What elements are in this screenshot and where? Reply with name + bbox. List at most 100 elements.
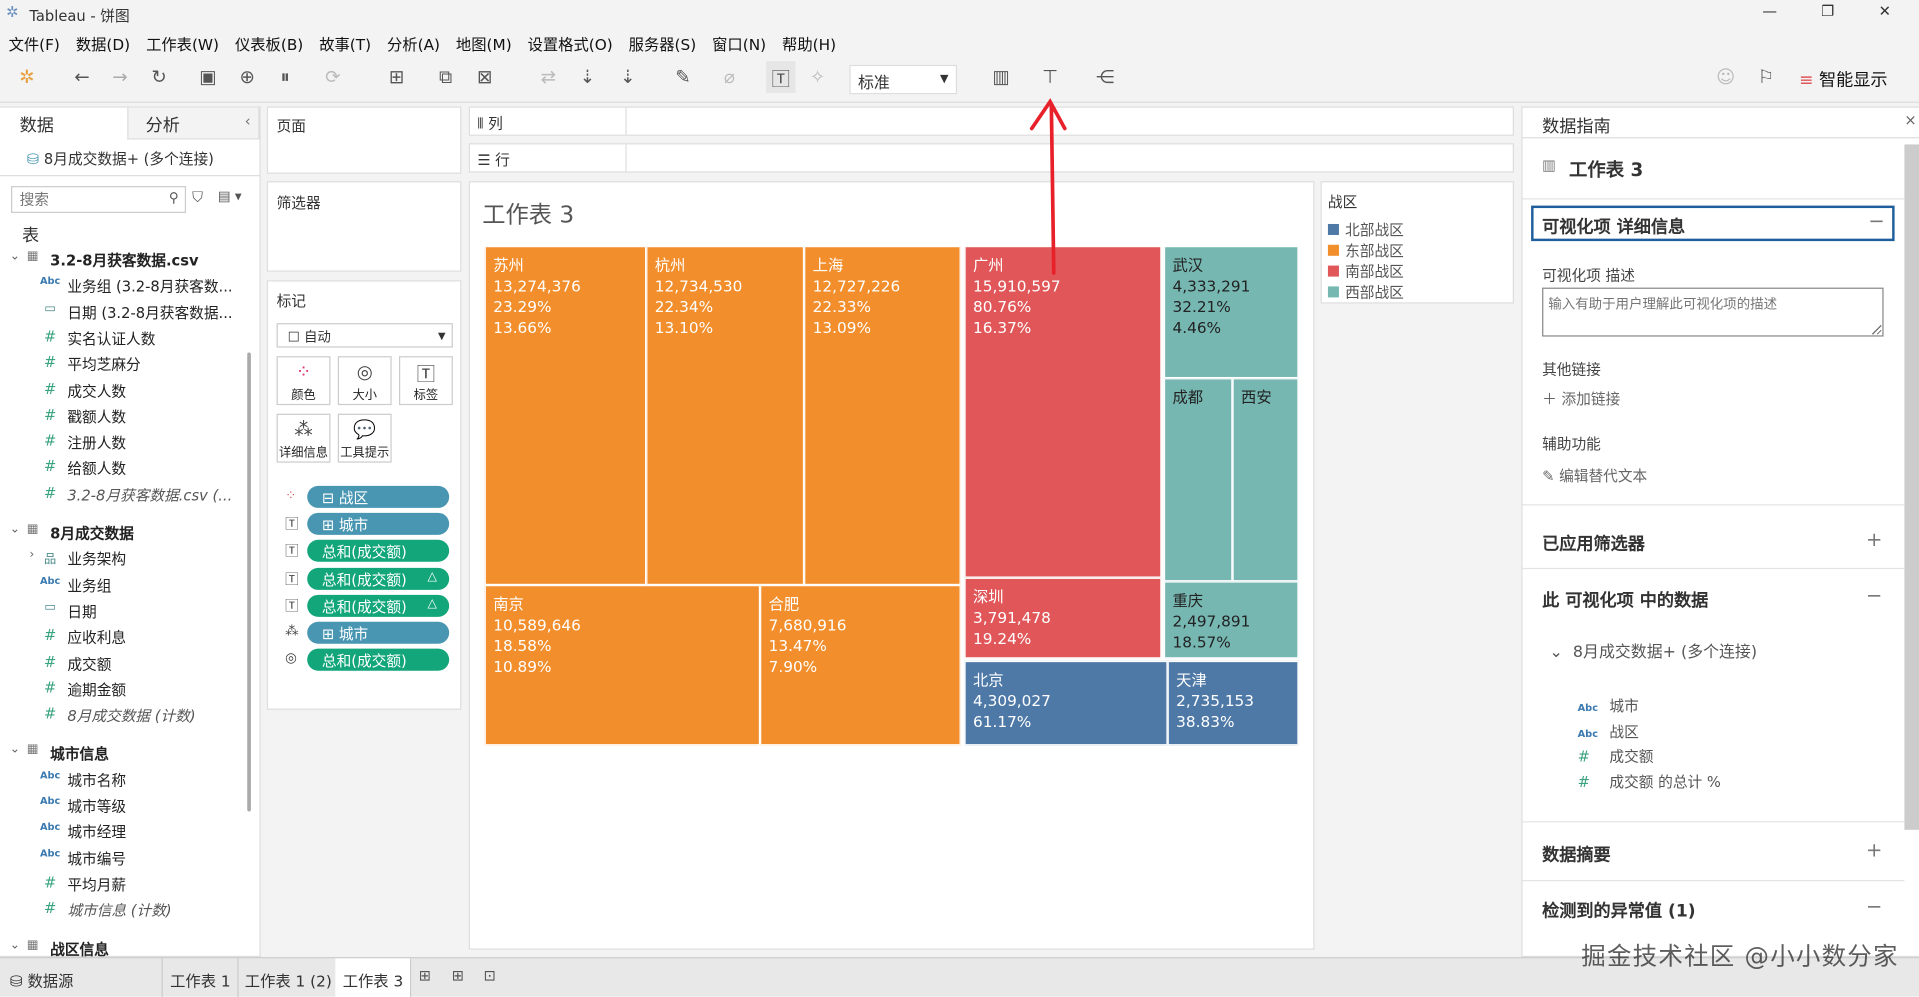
legend-item[interactable]: 南部战区 [1327, 261, 1404, 282]
tab-sheet-3[interactable]: 工作表 3 [335, 958, 412, 997]
minimize-button[interactable]: — [1762, 2, 1778, 20]
color-button[interactable]: ⁘ 颜色 [276, 356, 331, 406]
treemap-cell[interactable]: 深圳 3,791,478 19.24% [964, 577, 1162, 659]
treemap-cell[interactable]: 成都 [1163, 378, 1233, 582]
data-summary-heading[interactable]: 数据摘要 [1542, 845, 1611, 866]
duplicate-sheet-icon[interactable]: ⧉ [438, 66, 453, 89]
new-sheet-icon[interactable]: ⊞ [388, 66, 405, 89]
edit-alt-text-button[interactable]: ✎ 编辑替代文本 [1542, 467, 1648, 485]
treemap-cell[interactable]: 合肥 7,680,916 13.47% 7.90% [760, 585, 961, 746]
viz-details-section[interactable]: 可视化项 详细信息 − [1531, 205, 1895, 242]
pages-shelf[interactable]: 页面 [266, 106, 462, 174]
pin-icon[interactable]: ✧ [809, 66, 826, 89]
rows-shelf[interactable]: ☰ 行 [468, 143, 1514, 173]
treemap-cell[interactable]: 武汉 4,333,291 32.21% 4.46% [1163, 246, 1299, 379]
tab-analytics[interactable]: 分析 [127, 107, 260, 140]
sort-desc-icon[interactable]: ⇣ [620, 66, 636, 89]
refresh-icon[interactable]: ⟳ [325, 66, 341, 89]
treemap-cell[interactable]: 天津 2,735,153 38.83% [1167, 660, 1299, 746]
scrollbar[interactable] [247, 352, 251, 812]
tab-sheet-1-2[interactable]: 工作表 1 (2) [237, 958, 341, 997]
add-link-button[interactable]: ＋ 添加链接 [1542, 390, 1621, 408]
treemap-cell[interactable]: 上海 12,727,226 22.33% 13.09% [804, 246, 961, 586]
pause-update-icon[interactable]: ⏸ [280, 66, 290, 89]
new-worksheet-icon[interactable]: ⊞ [418, 966, 431, 985]
marks-pill[interactable]: 总和(成交额) △ [307, 567, 450, 590]
menu-item[interactable]: 地图(M) [455, 35, 512, 54]
treemap-cell[interactable]: 南京 10,589,646 18.58% 10.89% [484, 585, 761, 746]
sort-asc-icon[interactable]: ⇣ [579, 66, 596, 89]
treemap-cell[interactable]: 重庆 2,497,891 18.57% [1163, 581, 1299, 659]
collapse-icon[interactable]: − [1865, 894, 1883, 918]
group-icon[interactable]: ⌀ [723, 66, 735, 89]
legend-item[interactable]: 北部战区 [1327, 219, 1404, 240]
data-in-viz-heading[interactable]: 此 可视化项 中的数据 [1542, 591, 1709, 611]
new-dashboard-icon[interactable]: ⊞ [451, 966, 464, 985]
filter-icon[interactable]: ⛉ [192, 188, 204, 206]
tab-datasource[interactable]: ⛁ 数据源 [0, 958, 163, 997]
expand-icon[interactable]: + [1865, 838, 1883, 862]
view-options-icon[interactable]: ▤ ▾ [217, 188, 242, 205]
legend-item[interactable]: 西部战区 [1327, 281, 1404, 302]
marks-pill[interactable]: ⊞ 城市 [307, 513, 450, 536]
size-button[interactable]: ◎ 大小 [337, 356, 392, 406]
menu-item[interactable]: 服务器(S) [628, 35, 697, 54]
menu-item[interactable]: 工作表(W) [146, 35, 220, 54]
menu-item[interactable]: 分析(A) [387, 35, 441, 54]
highlight-icon[interactable]: ✎ [675, 66, 691, 89]
tab-data[interactable]: 数据 [0, 107, 128, 140]
label-button[interactable]: 🅃 标签 [398, 356, 453, 406]
clear-sheet-icon[interactable]: ⊠ [476, 66, 493, 89]
outliers-heading[interactable]: 检测到的异常值 (1) [1542, 902, 1696, 922]
undo-icon[interactable]: ← [74, 66, 90, 89]
legend-item[interactable]: 东部战区 [1327, 240, 1404, 261]
replay-icon[interactable]: ↻ [151, 66, 167, 89]
show-labels-icon[interactable]: 🅃 [766, 61, 796, 94]
columns-shelf[interactable]: ⫴ 列 [468, 106, 1514, 136]
show-me-button[interactable]: ≡ 智能显示 [1799, 67, 1887, 91]
share-icon[interactable]: ⋲ [1096, 66, 1115, 89]
new-datasource-icon[interactable]: ⊕ [239, 66, 255, 89]
treemap-cell[interactable]: 杭州 12,734,530 22.34% 13.10% [646, 246, 805, 586]
signpost-icon[interactable]: ⚐ [1757, 66, 1775, 89]
tableau-home-icon[interactable]: ✲ [19, 66, 35, 89]
show-cards-icon[interactable]: ▥ [992, 66, 1010, 89]
maximize-button[interactable]: ❐ [1821, 2, 1835, 20]
tab-sheet-1[interactable]: 工作表 1 [163, 958, 240, 997]
marks-pill[interactable]: ⊟ 战区 [307, 485, 450, 508]
treemap-cell[interactable]: 广州 15,910,597 80.76% 16.37% [964, 246, 1162, 578]
marks-pill[interactable]: 总和(成交额) [307, 648, 450, 671]
redo-icon[interactable]: → [112, 66, 128, 89]
close-guide-icon[interactable]: × [1904, 111, 1917, 129]
datasource-item[interactable]: ⛁ 8月成交数据+ (多个连接) [27, 148, 214, 169]
treemap-cell[interactable]: 苏州 13,274,376 23.29% 13.66% [484, 246, 647, 586]
menu-item[interactable]: 文件(F) [8, 35, 60, 54]
menu-item[interactable]: 故事(T) [319, 35, 372, 54]
collapse-icon[interactable]: − [1865, 583, 1883, 608]
marks-pill[interactable]: 总和(成交额) [307, 540, 450, 563]
marks-pill[interactable]: ⊞ 城市 [307, 621, 450, 644]
menu-item[interactable]: 帮助(H) [782, 35, 837, 54]
tooltip-button[interactable]: 💬 工具提示 [337, 413, 392, 463]
new-story-icon[interactable]: ⊡ [483, 966, 496, 985]
treemap-cell[interactable]: 北京 4,309,027 61.17% [964, 660, 1168, 746]
menu-item[interactable]: 数据(D) [75, 35, 131, 54]
save-icon[interactable]: ▣ [199, 66, 217, 89]
ask-data-icon[interactable]: ☺ [1716, 66, 1736, 89]
applied-filters-heading[interactable]: 已应用筛选器 [1542, 534, 1645, 555]
menu-item[interactable]: 设置格式(O) [527, 35, 613, 54]
fit-select[interactable]: 标准 ▼ [849, 64, 958, 95]
collapse-pane-icon[interactable]: ‹ [244, 112, 251, 130]
search-input[interactable] [11, 186, 187, 213]
mark-type-select[interactable]: ☐ 自动 ▼ [276, 323, 453, 348]
close-button[interactable]: ✕ [1878, 2, 1892, 20]
treemap-cell[interactable]: 西安 [1232, 378, 1299, 582]
source-expander[interactable]: ⌄ 8月成交数据+ (多个连接) [1549, 643, 1758, 663]
swap-icon[interactable]: ⇄ [540, 66, 556, 89]
menu-item[interactable]: 窗口(N) [712, 35, 767, 54]
menu-item[interactable]: 仪表板(B) [234, 35, 304, 54]
detail-button[interactable]: ⁂ 详细信息 [276, 413, 331, 463]
marks-pill[interactable]: 总和(成交额) △ [307, 594, 450, 617]
presentation-mode-icon[interactable]: ⊤ [1042, 66, 1059, 89]
description-input[interactable] [1542, 287, 1884, 337]
